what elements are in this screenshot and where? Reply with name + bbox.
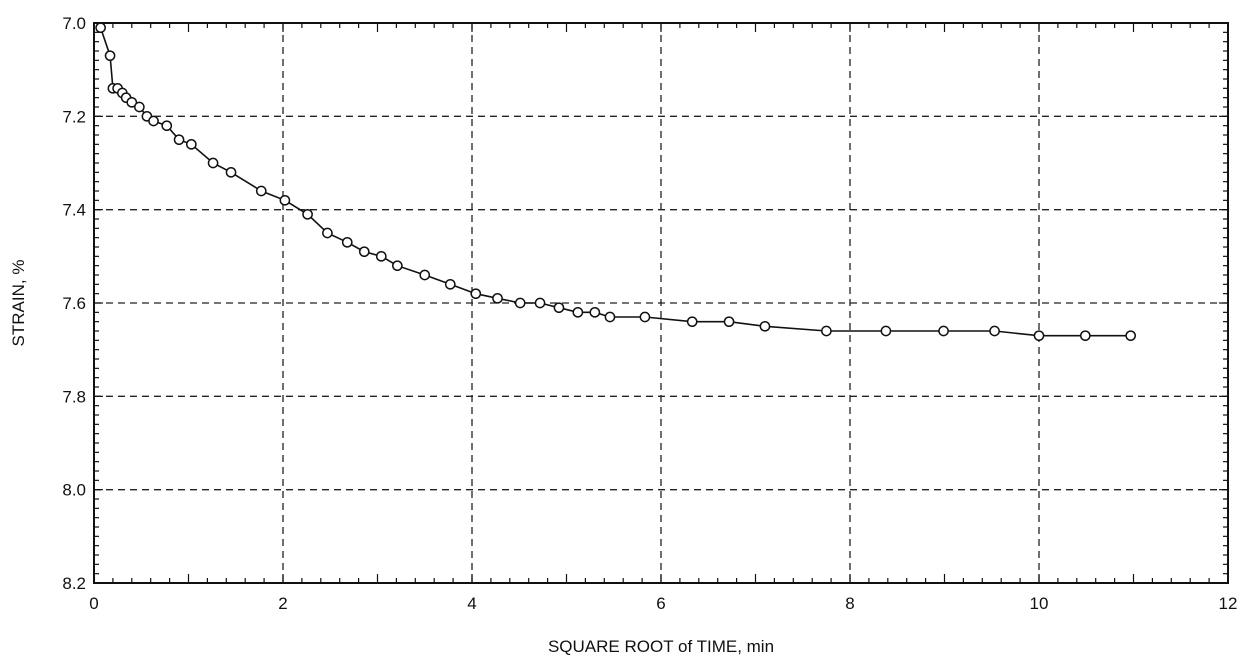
- x-tick-label: 8: [845, 594, 854, 613]
- data-point: [553, 302, 565, 314]
- data-point: [639, 311, 651, 323]
- data-point: [604, 311, 616, 323]
- data-point: [419, 269, 431, 281]
- y-axis-title: STRAIN, %: [9, 260, 28, 347]
- data-point: [938, 325, 949, 337]
- x-tick-label: 0: [89, 594, 98, 613]
- data-point: [161, 120, 173, 132]
- data-point: [470, 288, 482, 300]
- series-line: [99, 27, 1131, 337]
- y-tick-label: 7.0: [62, 14, 86, 33]
- data-point: [989, 325, 1000, 337]
- data-point: [322, 227, 333, 239]
- x-tick-label: 2: [278, 594, 287, 613]
- data-point: [589, 306, 601, 318]
- tick-labels: 0 2 4 6 8 10 12 7.0 7.2 7.4 7.6 7.8 8.0 8.2: [62, 14, 1237, 613]
- x-axis-title: SQUARE ROOT of TIME, min: [548, 637, 774, 656]
- data-point: [514, 297, 526, 309]
- data-point: [255, 185, 267, 197]
- data-point: [686, 316, 698, 328]
- data-point: [880, 325, 892, 337]
- x-tick-label: 10: [1030, 594, 1049, 613]
- y-tick-label: 7.4: [62, 201, 86, 220]
- data-point: [391, 260, 403, 272]
- y-tick-label: 7.6: [62, 294, 86, 313]
- data-point: [173, 134, 185, 146]
- y-tick-label: 8.2: [62, 574, 86, 593]
- data-point: [1033, 330, 1045, 342]
- data-point: [444, 278, 456, 290]
- x-tick-label: 12: [1219, 594, 1238, 613]
- y-tick-label: 7.2: [62, 107, 86, 126]
- y-tick-label: 7.8: [62, 387, 86, 406]
- data-point: [723, 316, 735, 328]
- data-point: [95, 22, 106, 34]
- data-point: [104, 50, 116, 62]
- data-point: [1079, 330, 1091, 342]
- y-tick-label: 8.0: [62, 481, 86, 500]
- data-point: [1125, 330, 1137, 342]
- data-point: [341, 236, 353, 248]
- data-point: [375, 250, 387, 262]
- data-point: [534, 297, 546, 309]
- data-point: [207, 157, 219, 169]
- data-point: [134, 101, 145, 113]
- data-point: [225, 166, 237, 178]
- data-point: [148, 115, 159, 127]
- data-point: [358, 246, 370, 258]
- data-point: [126, 96, 138, 108]
- data-point: [759, 320, 771, 332]
- data-point: [185, 138, 197, 150]
- x-tick-label: 6: [656, 594, 665, 613]
- data-point: [492, 292, 503, 304]
- grid-lines: [94, 23, 1228, 583]
- data-point: [302, 208, 313, 220]
- data-point: [279, 194, 291, 206]
- series-strain: [95, 22, 1137, 342]
- data-point: [821, 325, 832, 337]
- data-point: [572, 306, 584, 318]
- x-tick-label: 4: [467, 594, 476, 613]
- plot-frame: [93, 22, 1229, 584]
